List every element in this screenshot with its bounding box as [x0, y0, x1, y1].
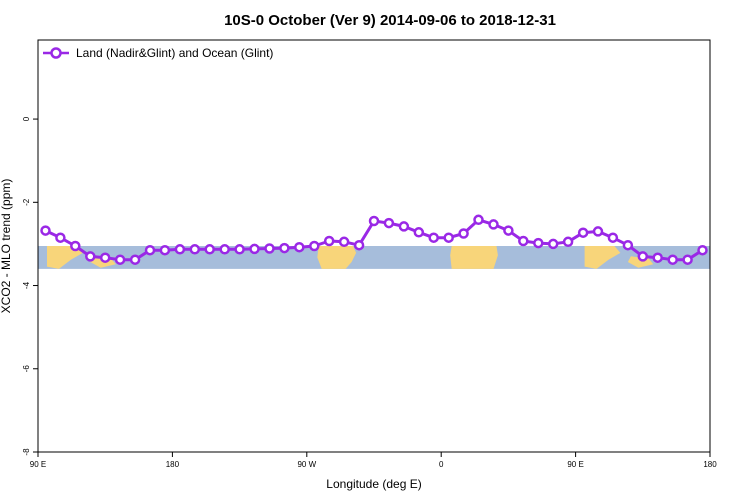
legend-marker-swatch — [50, 47, 62, 59]
data-point — [40, 225, 51, 236]
y-tick-label: -2 — [22, 198, 31, 206]
data-point — [99, 252, 111, 263]
y-tick-label: -6 — [22, 365, 31, 373]
data-point — [577, 227, 589, 238]
data-point — [428, 232, 439, 243]
data-point — [667, 254, 678, 265]
legend: Land (Nadir&Glint) and Ocean (Glint) — [43, 46, 273, 60]
plot-frame — [37, 39, 711, 453]
data-point — [114, 254, 126, 265]
data-point — [443, 232, 454, 243]
land-south-america — [317, 246, 357, 269]
data-point — [518, 235, 529, 247]
series-layer — [40, 214, 708, 265]
data-point — [85, 251, 96, 262]
data-point — [294, 241, 305, 253]
x-tick-label: 90 E — [30, 460, 46, 469]
data-point — [488, 219, 499, 230]
data-point — [144, 244, 156, 256]
data-point — [652, 252, 663, 263]
data-point — [264, 243, 275, 254]
data-point — [592, 226, 604, 237]
data-point — [533, 237, 544, 249]
data-point — [189, 244, 201, 255]
data-point — [413, 227, 425, 238]
x-tick-label: 0 — [439, 460, 444, 469]
data-point — [383, 217, 395, 229]
data-point — [55, 232, 66, 243]
x-axis-label: Longitude (deg E) — [326, 477, 421, 491]
data-point — [309, 240, 320, 252]
data-point — [159, 244, 171, 256]
data-point — [562, 236, 574, 248]
data-point — [697, 244, 708, 256]
y-tick-label: -8 — [22, 448, 31, 456]
data-point — [398, 221, 410, 232]
data-point — [204, 244, 215, 255]
y-axis: 0 -2 -4 -6 -8 — [22, 116, 38, 456]
land-indonesia-east — [584, 246, 621, 269]
data-point — [249, 243, 260, 255]
x-tick-label: 90 W — [297, 460, 316, 469]
legend-label: Land (Nadir&Glint) and Ocean (Glint) — [76, 46, 273, 60]
data-point — [473, 214, 484, 226]
y-tick-label: -4 — [22, 281, 31, 289]
data-point — [70, 240, 81, 252]
data-point — [234, 244, 245, 255]
data-point — [622, 239, 634, 251]
chart-title: 10S-0 October (Ver 9) 2014-09-06 to 2018… — [224, 12, 556, 29]
x-tick-label: 180 — [166, 460, 180, 469]
y-axis-label: XCO2 - MLO trend (ppm) — [0, 179, 13, 314]
data-point — [637, 251, 649, 262]
data-point — [129, 254, 141, 265]
data-point — [682, 254, 693, 265]
data-point — [368, 215, 380, 227]
y-tick-label: 0 — [22, 116, 31, 121]
land-africa — [450, 246, 498, 269]
data-point — [279, 242, 290, 254]
x-tick-label: 180 — [703, 460, 717, 469]
data-point — [458, 228, 469, 239]
data-point — [607, 232, 619, 243]
data-point — [547, 238, 559, 250]
x-axis: 90 E 180 90 W 0 90 E 180 — [30, 452, 717, 469]
data-point — [503, 225, 514, 236]
land-indonesia-west — [47, 246, 83, 269]
x-tick-label: 90 E — [567, 460, 583, 469]
data-point — [338, 236, 350, 248]
data-point — [323, 235, 335, 247]
data-point — [353, 239, 365, 251]
data-point — [219, 244, 230, 255]
data-point — [174, 244, 186, 255]
